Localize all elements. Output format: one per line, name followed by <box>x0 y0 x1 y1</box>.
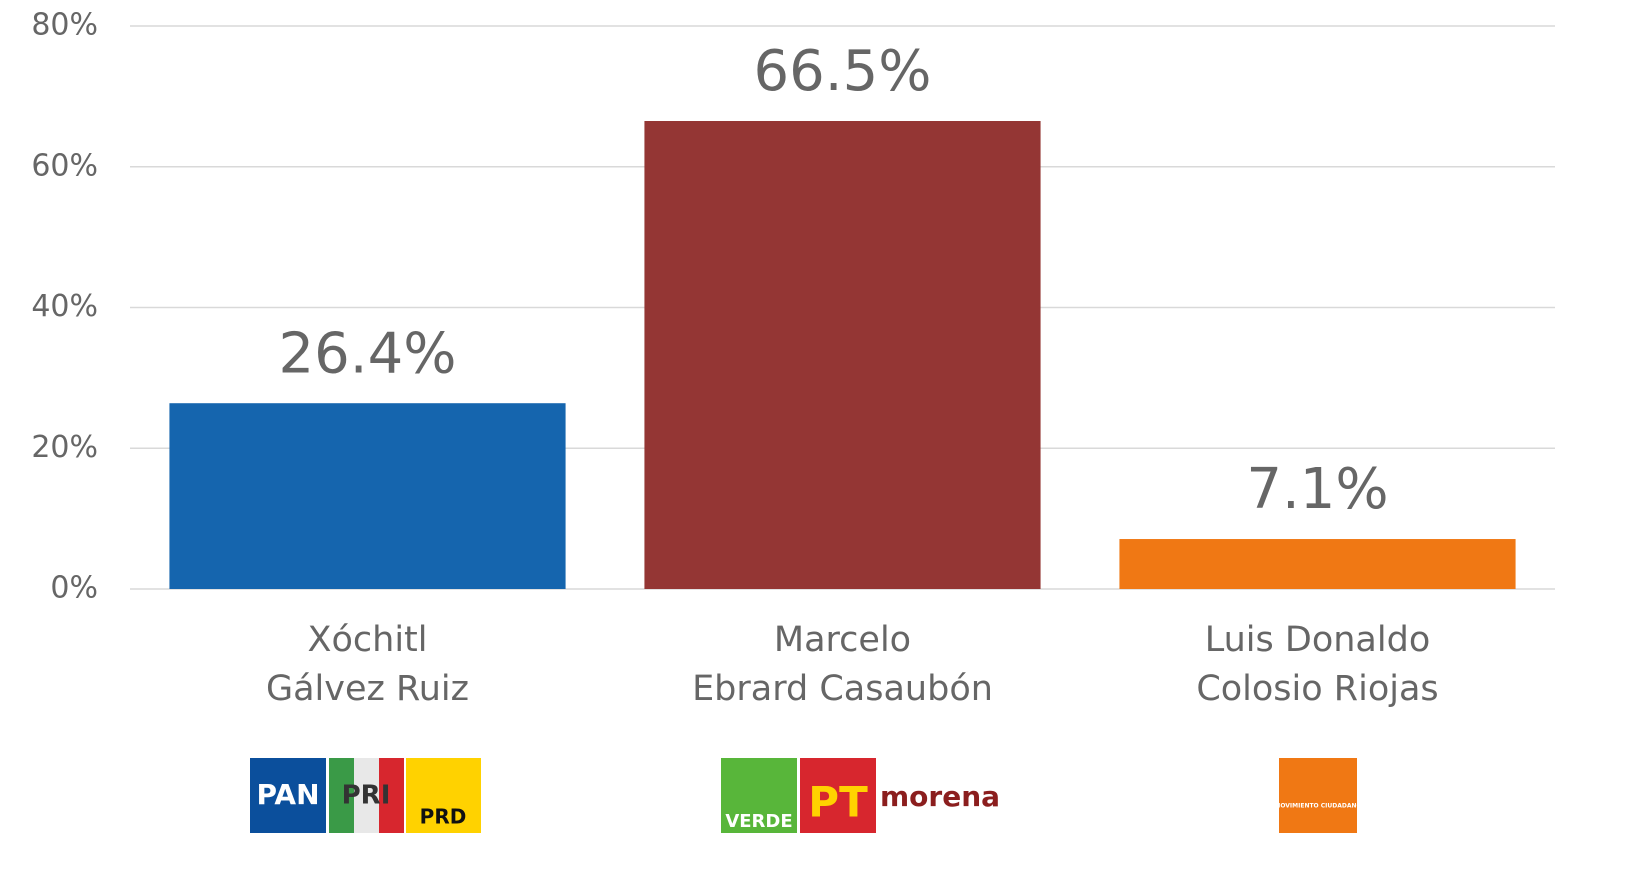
x-tick-label: Gálvez Ruiz <box>266 669 469 709</box>
logo-text: VERDE <box>725 811 792 832</box>
logo-box <box>800 758 876 833</box>
logo-box <box>721 758 797 833</box>
logo-text: morena <box>880 780 1000 813</box>
logo-box <box>379 758 404 833</box>
logo-text: PRI <box>342 781 391 811</box>
y-tick-label: 40% <box>31 289 98 324</box>
x-tick-label: Colosio Riojas <box>1196 669 1438 709</box>
bar <box>644 121 1041 589</box>
logo-box <box>406 758 481 833</box>
y-tick-label: 80% <box>31 8 98 43</box>
logo-text: PT <box>808 778 868 827</box>
x-tick-label: Luis Donaldo <box>1205 620 1431 660</box>
logos-2: VERDE PT morena <box>721 758 1000 833</box>
value-label: 26.4% <box>279 321 457 386</box>
logo-box <box>329 758 354 833</box>
logos-1: PAN PRI PRD <box>250 758 481 833</box>
y-tick-label: 20% <box>31 430 98 465</box>
value-label: 66.5% <box>754 39 932 104</box>
logos-3: MOVIMIENTO CIUDADANO <box>1274 758 1362 833</box>
logo-text: PRD <box>420 805 467 829</box>
logo-box <box>1279 758 1357 833</box>
bar <box>169 403 566 589</box>
logo-text: PAN <box>256 778 319 811</box>
x-tick-label: Xóchitl <box>308 620 428 660</box>
y-tick-label: 0% <box>50 571 98 606</box>
x-tick-label: Ebrard Casaubón <box>692 669 993 709</box>
logo-text: MOVIMIENTO CIUDADANO <box>1274 803 1361 810</box>
logo-box <box>250 758 326 833</box>
bar <box>1119 539 1516 589</box>
x-tick-label: Marcelo <box>774 620 911 660</box>
y-tick-label: 60% <box>31 148 98 183</box>
value-label: 7.1% <box>1246 457 1388 522</box>
